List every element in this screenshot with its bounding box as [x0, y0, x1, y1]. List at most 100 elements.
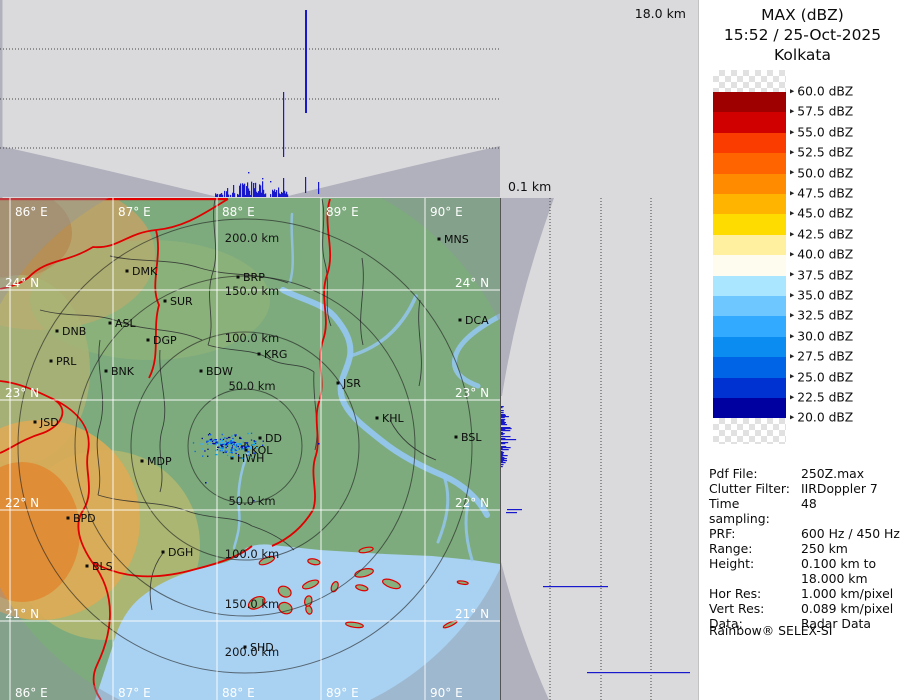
range-ring-label: 150.0 km [225, 284, 279, 298]
echo-row [501, 442, 509, 444]
colorbar-tick-label: ▸ 47.5 dBZ [790, 186, 854, 201]
colorbar-segment [713, 194, 786, 215]
city-dot [108, 321, 112, 325]
latitude-label: 24° N [5, 276, 39, 290]
axis-corner-panel: 18.0 km 0.1 km [500, 0, 698, 198]
colorbar-tick-label: ▸ 27.5 dBZ [790, 349, 854, 364]
city-dot [33, 420, 37, 424]
echo-column [259, 184, 261, 197]
city-label: DNB [62, 325, 86, 338]
product-timestamp: 15:52 / 25-Oct-2025 [723, 26, 882, 44]
echo-spike [543, 586, 608, 588]
city-label: DCA [465, 314, 489, 327]
range-ring [187, 388, 303, 504]
longitude-label: 87° E [118, 686, 151, 700]
tick-arrow-icon: ▸ [790, 351, 795, 362]
colorbar-tick-label: ▸ 40.0 dBZ [790, 247, 854, 262]
echo-row [501, 438, 506, 440]
echo-column [222, 194, 224, 197]
echo-row [501, 446, 507, 448]
echo-row [501, 419, 506, 421]
echo-column [260, 185, 262, 197]
tick-arrow-icon: ▸ [790, 392, 795, 403]
tick-arrow-icon: ▸ [790, 127, 795, 138]
metadata-value: 250Z.max [801, 466, 865, 481]
city-label: KHL [382, 412, 404, 425]
metadata-row: Hor Res: 1.000 km/pixel [709, 586, 905, 601]
echo-column [249, 190, 251, 197]
city-dot [199, 369, 203, 373]
city-dot [85, 564, 89, 568]
latitude-label: 22° N [5, 496, 39, 510]
out-of-range-overlay [0, 198, 500, 700]
echo-spike [305, 177, 307, 193]
echo-spike [507, 509, 522, 511]
legend-panel: MAX (dBZ) 15:52 / 25-Oct-2025 Kolkata ▸ 6… [698, 0, 906, 700]
metadata-row: Clutter Filter: IIRDoppler 7 [709, 481, 905, 496]
metadata-label: PRF: [709, 526, 736, 541]
metadata-value: 1.000 km/pixel [801, 586, 894, 601]
echo-column [280, 194, 282, 197]
echo-column [237, 193, 239, 197]
echo-row [501, 423, 506, 425]
colorbar-segment [713, 418, 786, 445]
echo-row [501, 407, 503, 409]
metadata-row: Pdf File: 250Z.max [709, 466, 905, 481]
longitude-label: 88° E [222, 686, 255, 700]
colorbar-tick-label: ▸ 42.5 dBZ [790, 227, 854, 242]
city-label: DMK [132, 265, 158, 278]
echo-row [501, 420, 505, 422]
city-dot [236, 275, 240, 279]
metadata-row: Time sampling: 48 [709, 496, 905, 526]
range-shadow-wedge-top [500, 198, 554, 396]
range-shadow-wedge-left [0, 146, 218, 197]
echo-row [501, 447, 511, 449]
longitude-label: 88° E [222, 205, 255, 219]
city-label: DD [265, 432, 282, 445]
city-dot [161, 550, 165, 554]
tick-arrow-icon: ▸ [790, 249, 795, 260]
colorbar-tick-label: ▸ 57.5 dBZ [790, 105, 854, 120]
echo-dot [253, 183, 255, 185]
tick-arrow-icon: ▸ [790, 168, 795, 179]
echo-row [501, 436, 511, 438]
metadata-row: Data: Radar Data [709, 616, 905, 631]
panel-left-edge [0, 0, 3, 198]
city-markers: DMK BRP SUR DNB ASL DGP KRG PRL BNK BDW JSR KHL BSL D… [33, 233, 489, 654]
echo-row [501, 417, 505, 419]
city-label: JSR [342, 377, 361, 390]
metadata-row: Vert Res: 0.089 km/pixel [709, 601, 905, 616]
echo-column [255, 182, 257, 197]
echo-column [245, 194, 247, 197]
echo-column [273, 191, 275, 197]
tick-arrow-icon: ▸ [790, 412, 795, 423]
echo-row [501, 466, 503, 468]
city-dot [230, 456, 234, 460]
echo-row [501, 421, 505, 423]
city-label: DGP [153, 334, 177, 347]
height-axis-max-label: 18.0 km [634, 6, 686, 21]
city-label: BRP [243, 271, 265, 284]
city-label: DGH [168, 546, 193, 559]
city-label: HWH [237, 452, 264, 465]
echo-column [257, 192, 259, 197]
city-dot [49, 359, 53, 363]
latitude-label: 24° N [455, 276, 489, 290]
range-ring-label: 200.0 km [225, 645, 279, 659]
city-label: SHD [250, 641, 274, 654]
rivers [232, 212, 500, 562]
echo-row [501, 434, 504, 436]
city-dot [244, 448, 248, 452]
echo-row [501, 410, 504, 412]
echo-column [216, 194, 218, 197]
echo-row [501, 424, 508, 426]
echo-column [263, 189, 265, 197]
city-label: PRL [56, 355, 77, 368]
echo-column [228, 194, 230, 197]
echo-row [501, 464, 504, 466]
colorbar-tick-label: ▸ 25.0 dBZ [790, 370, 854, 385]
echo-column [251, 181, 253, 197]
colorbar-tick-label: ▸ 32.5 dBZ [790, 309, 854, 324]
city-dot [146, 338, 150, 342]
echo-row [501, 414, 506, 416]
